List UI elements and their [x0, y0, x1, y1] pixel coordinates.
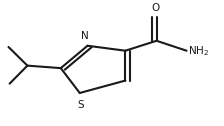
Text: S: S [78, 100, 84, 111]
Text: NH$_2$: NH$_2$ [188, 44, 209, 58]
Text: O: O [151, 3, 159, 13]
Text: N: N [81, 31, 89, 41]
